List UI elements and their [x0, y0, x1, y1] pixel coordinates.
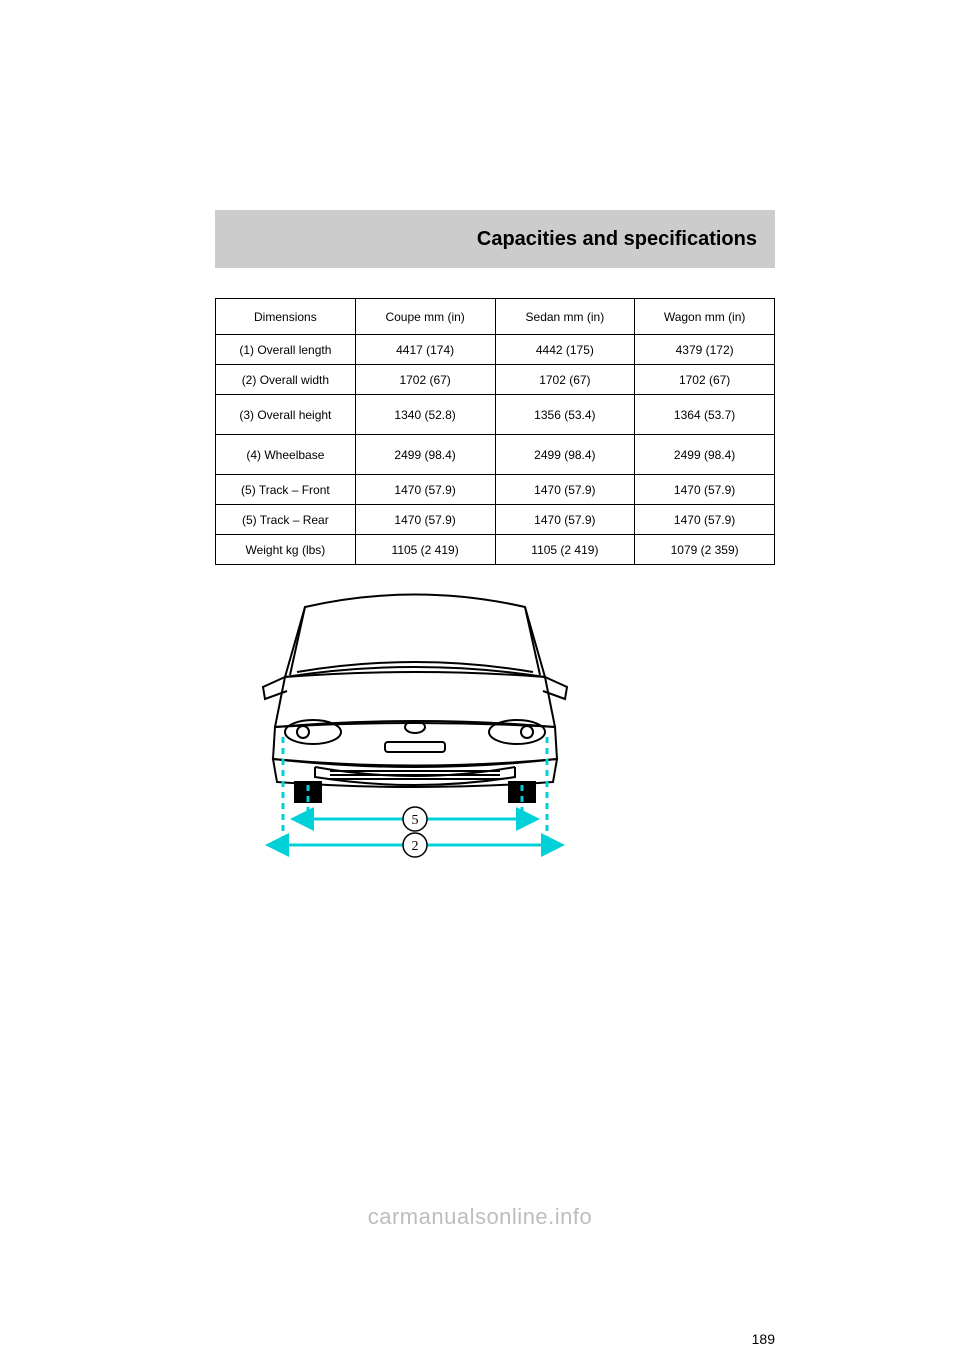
col-wagon: Wagon mm (in) — [635, 299, 775, 335]
cell-coupe: 2499 (98.4) — [355, 435, 495, 475]
cell-label: (1) Overall length — [216, 335, 356, 365]
cell-label: (4) Wheelbase — [216, 435, 356, 475]
col-dimensions: Dimensions — [216, 299, 356, 335]
car-outline — [263, 595, 567, 803]
cell-label: (3) Overall height — [216, 395, 356, 435]
table-body: (1) Overall length 4417 (174) 4442 (175)… — [216, 335, 775, 565]
table-head: Dimensions Coupe mm (in) Sedan mm (in) W… — [216, 299, 775, 335]
table-row: (2) Overall width 1702 (67) 1702 (67) 17… — [216, 365, 775, 395]
dimensions-table: Dimensions Coupe mm (in) Sedan mm (in) W… — [215, 298, 775, 565]
cell-label: (5) Track – Rear — [216, 505, 356, 535]
section-header: Capacities and specifications — [215, 210, 775, 268]
car-front-diagram: 5 2 — [235, 587, 595, 867]
page-number: 189 — [752, 1331, 775, 1347]
cell-coupe: 1340 (52.8) — [355, 395, 495, 435]
cell-sedan: 1702 (67) — [495, 365, 635, 395]
car-diagram-wrap: 5 2 — [215, 587, 775, 867]
table-row: (5) Track – Front 1470 (57.9) 1470 (57.9… — [216, 475, 775, 505]
cell-wagon: 1470 (57.9) — [635, 475, 775, 505]
cell-wagon: 1079 (2 359) — [635, 535, 775, 565]
cell-coupe: 1470 (57.9) — [355, 475, 495, 505]
cell-label: (2) Overall width — [216, 365, 356, 395]
cell-label: (5) Track – Front — [216, 475, 356, 505]
watermark: carmanualsonline.info — [368, 1204, 593, 1230]
cell-sedan: 4442 (175) — [495, 335, 635, 365]
col-sedan: Sedan mm (in) — [495, 299, 635, 335]
cell-wagon: 1470 (57.9) — [635, 505, 775, 535]
cell-sedan: 1470 (57.9) — [495, 475, 635, 505]
cell-label: Weight kg (lbs) — [216, 535, 356, 565]
dimensions-table-wrap: Dimensions Coupe mm (in) Sedan mm (in) W… — [215, 298, 775, 565]
cell-wagon: 1702 (67) — [635, 365, 775, 395]
cell-coupe: 1470 (57.9) — [355, 505, 495, 535]
table-row: (5) Track – Rear 1470 (57.9) 1470 (57.9)… — [216, 505, 775, 535]
cell-sedan: 1470 (57.9) — [495, 505, 635, 535]
table-row: Weight kg (lbs) 1105 (2 419) 1105 (2 419… — [216, 535, 775, 565]
table-header-row: Dimensions Coupe mm (in) Sedan mm (in) W… — [216, 299, 775, 335]
cell-sedan: 1356 (53.4) — [495, 395, 635, 435]
cell-coupe: 4417 (174) — [355, 335, 495, 365]
table-row: (3) Overall height 1340 (52.8) 1356 (53.… — [216, 395, 775, 435]
dimension-label-2: 2 — [403, 833, 427, 857]
page: Capacities and specifications Dimensions… — [0, 0, 960, 1242]
table-row: (4) Wheelbase 2499 (98.4) 2499 (98.4) 24… — [216, 435, 775, 475]
dimension-label-2-text: 2 — [412, 839, 419, 854]
cell-coupe: 1702 (67) — [355, 365, 495, 395]
cell-sedan: 1105 (2 419) — [495, 535, 635, 565]
cell-wagon: 4379 (172) — [635, 335, 775, 365]
content-area: Capacities and specifications Dimensions… — [215, 210, 775, 867]
table-row: (1) Overall length 4417 (174) 4442 (175)… — [216, 335, 775, 365]
dimension-label-5: 5 — [403, 807, 427, 831]
cell-wagon: 1364 (53.7) — [635, 395, 775, 435]
cell-coupe: 1105 (2 419) — [355, 535, 495, 565]
cell-wagon: 2499 (98.4) — [635, 435, 775, 475]
dimension-label-5-text: 5 — [412, 813, 419, 828]
section-title: Capacities and specifications — [477, 228, 757, 251]
col-coupe: Coupe mm (in) — [355, 299, 495, 335]
cell-sedan: 2499 (98.4) — [495, 435, 635, 475]
